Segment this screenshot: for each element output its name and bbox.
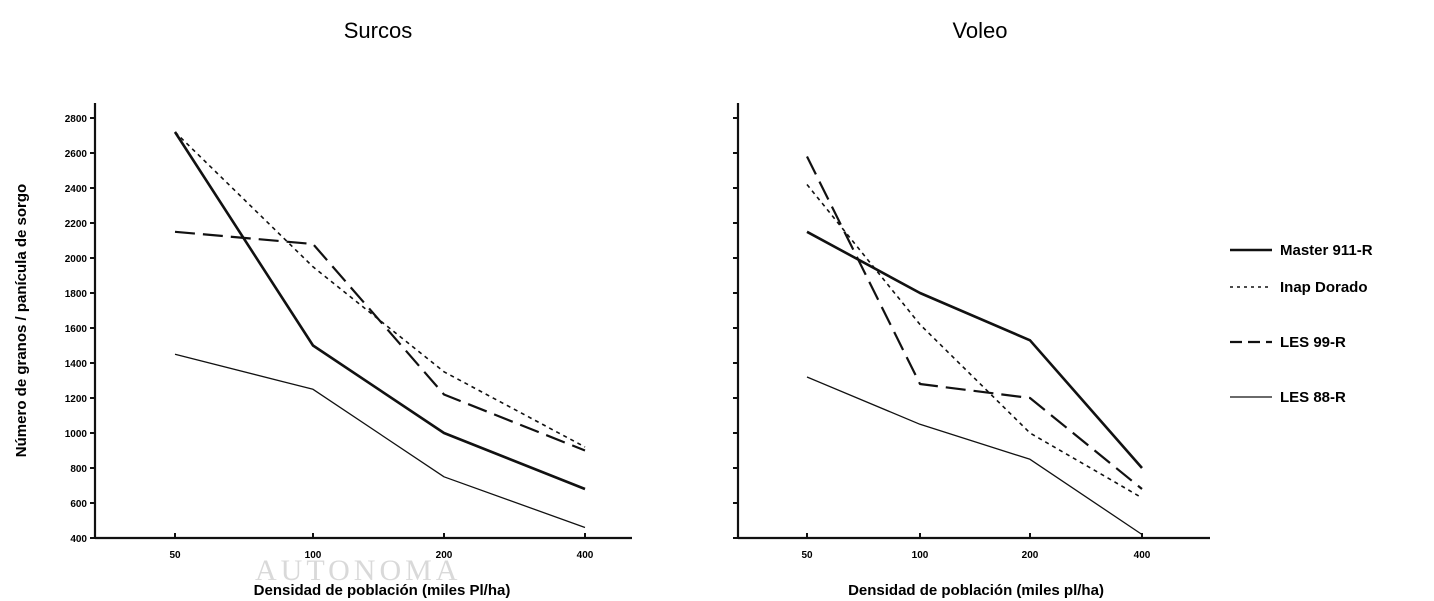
y-tick-label: 2200 (65, 219, 88, 230)
y-tick-label: 1200 (65, 394, 88, 405)
y-tick-label: 800 (70, 464, 87, 475)
x-axis-label: Densidad de población (miles pl/ha) (848, 582, 1104, 599)
series-line-inap-dorado (174, 131, 586, 448)
series-line-inap-dorado (806, 183, 1143, 499)
y-tick-label: 1000 (65, 429, 88, 440)
x-tick-label: 400 (1134, 550, 1151, 561)
series-line-les-99-r (806, 156, 1143, 490)
y-tick-label: 1600 (65, 324, 88, 335)
watermark-text: AUTONOMA (255, 554, 461, 587)
y-tick-label: 600 (70, 499, 87, 510)
x-tick-label: 200 (436, 550, 453, 561)
legend-label: Master 911-R (1280, 242, 1373, 259)
legend-label: LES 99-R (1280, 334, 1346, 351)
y-tick-label: 1800 (65, 289, 88, 300)
x-tick-label: 50 (801, 550, 813, 561)
x-tick-label: 200 (1022, 550, 1039, 561)
y-tick-label: 2000 (65, 254, 88, 265)
x-tick-label: 100 (912, 550, 929, 561)
legend-label: LES 88-R (1280, 389, 1346, 406)
x-tick-label: 50 (169, 550, 181, 561)
series-line-les-99-r (174, 230, 586, 452)
y-tick-label: 400 (70, 534, 87, 545)
y-tick-label: 1400 (65, 359, 88, 370)
y-axis-label: Número de granos / panícula de sorgo (13, 184, 30, 457)
series-line-master-911-r (173, 131, 586, 491)
chart-title: Voleo (952, 18, 1007, 43)
legend-label: Inap Dorado (1280, 279, 1368, 296)
chart-title: Surcos (344, 18, 412, 43)
x-tick-label: 100 (305, 550, 322, 561)
series-line-les-88-r (806, 376, 1143, 536)
y-tick-label: 2400 (65, 184, 88, 195)
x-tick-label: 400 (577, 550, 594, 561)
y-tick-label: 2800 (65, 114, 88, 125)
series-line-les-88-r (174, 353, 586, 529)
x-axis-label: Densidad de población (miles Pl/ha) (254, 582, 511, 599)
y-tick-label: 2600 (65, 149, 88, 160)
series-line-master-911-r (806, 230, 1143, 469)
